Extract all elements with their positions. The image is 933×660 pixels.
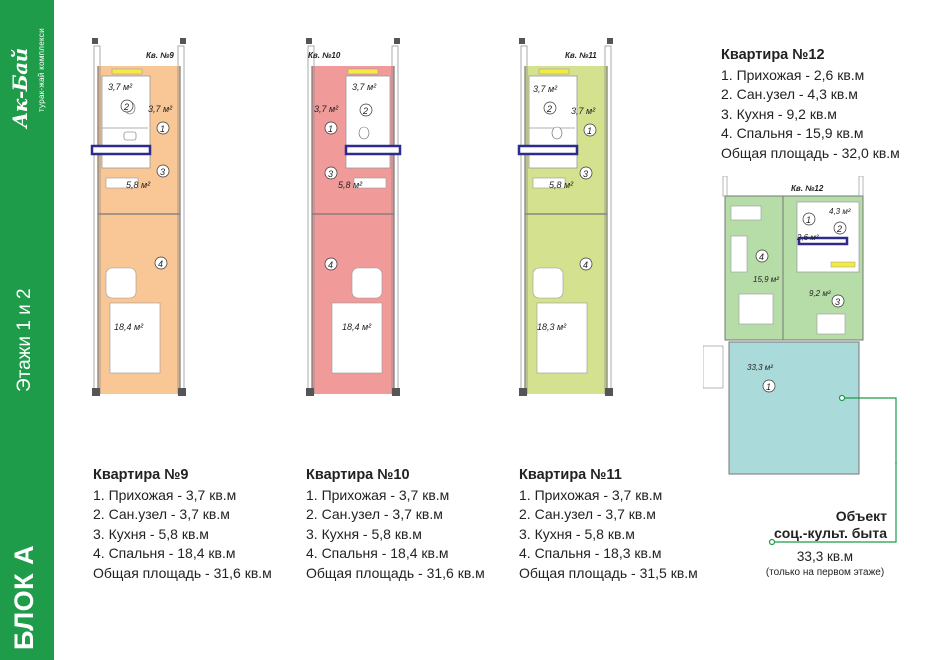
window-yellow: [347, 68, 379, 75]
room-area-label: 4,3 м²: [829, 207, 851, 216]
room-area-label: 3,7 м²: [148, 104, 173, 114]
info-line: 3. Кухня - 9,2 кв.м: [721, 105, 837, 122]
info-line: 4. Спальня - 18,4 кв.м: [306, 545, 449, 561]
object-callout-connector: [765, 462, 900, 557]
room-number: 3: [328, 169, 333, 179]
floor-plan-apartment-9: Кв. №9 3,7 м² 3,7 м² 5,8 м² 18,4 м² 2 1 …: [88, 38, 200, 405]
room-area-label: 18,4 м²: [342, 322, 372, 332]
room-area-label: 15,9 м²: [753, 275, 779, 284]
object-title-line1: Объект: [835, 508, 887, 524]
info-line: 3. Кухня - 5,8 кв.м: [93, 525, 209, 542]
object-area: 33,3 кв.м: [796, 549, 854, 564]
room-number: 2: [123, 102, 129, 112]
apartment-11-info: Квартира №11 1. Прихожая - 3,7 кв.м 2. С…: [519, 466, 698, 583]
floor-plan-apartment-11: Кв. №11 3,7 м² 3,7 м² 5,8 м² 18,3 м² 2 1…: [515, 38, 627, 405]
room-area-label: 5,8 м²: [549, 180, 574, 190]
room-area-label: 3,7 м²: [352, 82, 377, 92]
total-area-line: Общая площадь - 31,6 кв.м: [306, 564, 485, 581]
plan-label: Кв. №10: [308, 51, 341, 60]
room-area-label: 3,7 м²: [571, 106, 596, 116]
total-area-line: Общая площадь - 31,5 кв.м: [519, 564, 698, 581]
room-area-label: 3,7 м²: [533, 84, 558, 94]
info-line: 4. Спальня - 15,9 кв.м: [721, 125, 864, 141]
total-area-line: Общая площадь - 31,6 кв.м: [93, 564, 272, 581]
room-number: 1: [766, 382, 771, 392]
apartment-9-info: Квартира №9 1. Прихожая - 3,7 кв.м 2. Са…: [93, 466, 272, 583]
room-area-label: 3,7 м²: [314, 104, 339, 114]
room-number: 2: [362, 106, 368, 116]
apartment-10-info: Квартира №10 1. Прихожая - 3,7 кв.м 2. С…: [306, 466, 485, 583]
window-yellow: [538, 68, 570, 75]
window-yellow: [830, 261, 856, 268]
room-area-label: 5,8 м²: [126, 180, 151, 190]
room-area-label: 18,3 м²: [537, 322, 567, 332]
floors-label: Этажи 1 и 2: [14, 288, 35, 392]
block-label: БЛОК А: [9, 544, 39, 650]
social-object-info: Объект соц.-культ. быта: [774, 508, 887, 542]
info-line: 1. Прихожая - 3,7 кв.м: [93, 486, 237, 503]
room-number: 3: [160, 167, 165, 177]
room-area-label: 9,2 м²: [809, 289, 831, 298]
brand-logo-subtitle: турак-жай комплекси: [37, 28, 46, 112]
info-line: 3. Кухня - 5,8 кв.м: [519, 525, 635, 542]
object-fill: [728, 341, 860, 475]
apartment-title: Квартира №11: [519, 467, 622, 483]
room-area-label: 18,4 м²: [114, 322, 144, 332]
room-number: 4: [583, 260, 588, 270]
plan-label: Кв. №12: [791, 184, 824, 193]
plan-label: Кв. №9: [146, 51, 174, 60]
room-number: 2: [836, 224, 842, 234]
floor-plan-apartment-12: Кв. №12 4,3 м² 2,6 м² 15,9 м² 9,2 м² 1 2…: [702, 175, 903, 481]
info-line: 1. Прихожая - 2,6 кв.м: [721, 66, 865, 83]
room-number: 4: [158, 259, 163, 269]
apartment-12-info: Квартира №12 1. Прихожая - 2,6 кв.м 2. С…: [721, 46, 900, 163]
info-line: 4. Спальня - 18,4 кв.м: [93, 545, 236, 561]
window-yellow: [111, 68, 143, 75]
apartment-title: Квартира №12: [721, 47, 825, 63]
plan-label: Кв. №11: [565, 51, 597, 60]
window-blue: [90, 144, 152, 156]
room-number: 3: [583, 169, 588, 179]
brand-logo: Ак-Бай: [8, 48, 32, 128]
floor-plan-apartment-10: Кв. №10 3,7 м² 3,7 м² 5,8 м² 18,4 м² 2 1…: [302, 38, 414, 405]
room-number: 1: [328, 124, 333, 134]
apartment-title: Квартира №9: [93, 467, 189, 483]
object-note: (только на первом этаже): [765, 567, 885, 578]
room-area-label: 2,6 м²: [796, 233, 819, 242]
window-blue: [344, 144, 402, 156]
room-number: 1: [587, 126, 592, 136]
room-number: 1: [806, 215, 811, 225]
object-area-label: 33,3 м²: [747, 363, 773, 372]
apartment-title: Квартира №10: [306, 467, 410, 483]
object-title-line2: соц.-культ. быта: [773, 525, 887, 541]
window-blue: [517, 144, 579, 156]
room-number: 2: [546, 104, 552, 114]
info-line: 1. Прихожая - 3,7 кв.м: [519, 486, 663, 503]
social-object-area-block: 33,3 кв.м (только на первом этаже): [750, 548, 900, 580]
info-line: 2. Сан.узел - 4,3 кв.м: [721, 86, 858, 102]
brand-sidebar: Ак-Бай турак-жай комплекси Этажи 1 и 2 Б…: [0, 0, 54, 660]
room-number: 1: [160, 124, 165, 134]
info-line: 2. Сан.узел - 3,7 кв.м: [306, 506, 443, 522]
info-line: 1. Прихожая - 3,7 кв.м: [306, 486, 450, 503]
room-number: 4: [759, 252, 764, 262]
info-line: 3. Кухня - 5,8 кв.м: [306, 525, 422, 542]
room-number: 4: [328, 260, 333, 270]
info-line: 4. Спальня - 18,3 кв.м: [519, 545, 662, 561]
info-line: 2. Сан.узел - 3,7 кв.м: [93, 506, 230, 522]
room-number: 3: [835, 297, 840, 307]
info-line: 2. Сан.узел - 3,7 кв.м: [519, 506, 656, 522]
room-area-label: 3,7 м²: [108, 82, 133, 92]
total-area-line: Общая площадь - 32,0 кв.м: [721, 144, 900, 161]
room-area-label: 5,8 м²: [338, 180, 363, 190]
